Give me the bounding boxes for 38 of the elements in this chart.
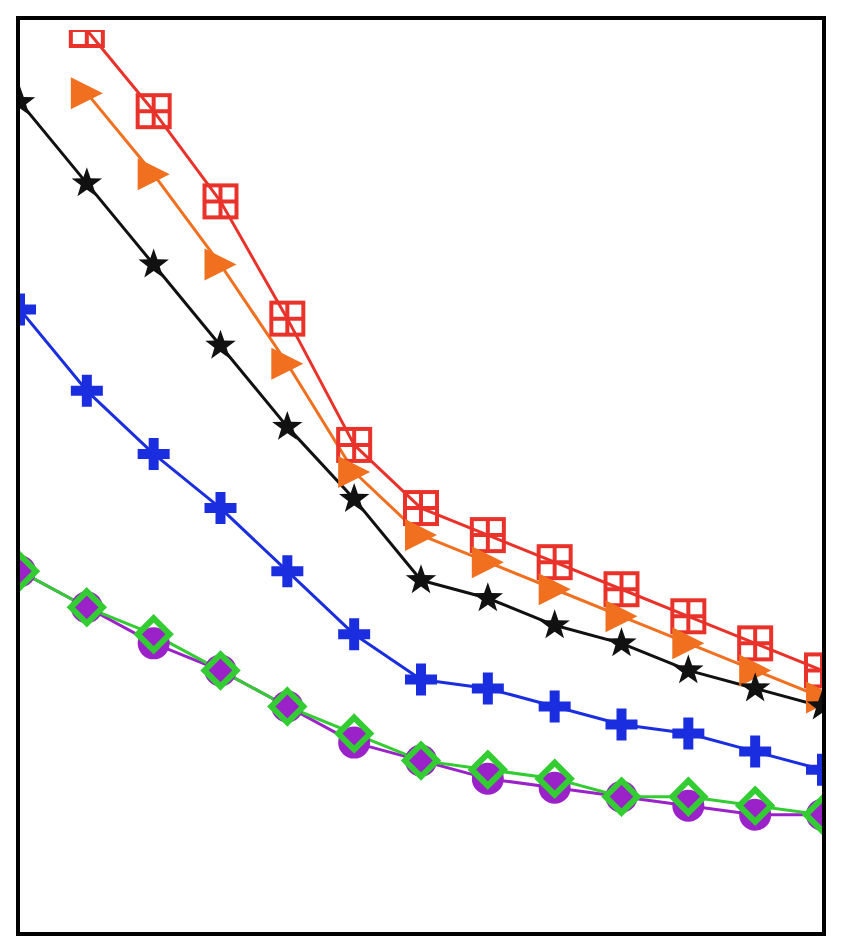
point — [271, 347, 304, 380]
point — [468, 750, 507, 789]
point — [469, 517, 506, 554]
point — [272, 410, 303, 440]
point — [138, 248, 169, 278]
point — [336, 426, 373, 463]
point — [405, 564, 437, 594]
point — [205, 329, 236, 359]
point — [471, 546, 504, 579]
point — [472, 582, 504, 612]
point — [538, 573, 571, 606]
point — [539, 609, 570, 639]
point — [670, 598, 707, 635]
point — [204, 248, 237, 281]
point — [134, 615, 173, 654]
point — [605, 600, 638, 633]
point — [137, 158, 170, 191]
point — [739, 654, 772, 687]
point — [736, 786, 775, 825]
point — [603, 571, 640, 608]
point — [338, 483, 370, 512]
point — [606, 627, 637, 657]
point — [403, 490, 439, 527]
point — [135, 93, 172, 130]
point — [338, 455, 371, 488]
point — [70, 77, 103, 110]
point — [269, 300, 306, 337]
point — [737, 625, 774, 662]
point — [405, 519, 437, 552]
point — [739, 672, 771, 702]
point — [669, 777, 708, 816]
point — [673, 654, 704, 684]
point — [535, 759, 574, 798]
point — [536, 544, 573, 581]
point — [202, 183, 239, 220]
point — [335, 714, 374, 753]
point — [71, 167, 103, 197]
point — [672, 627, 705, 660]
